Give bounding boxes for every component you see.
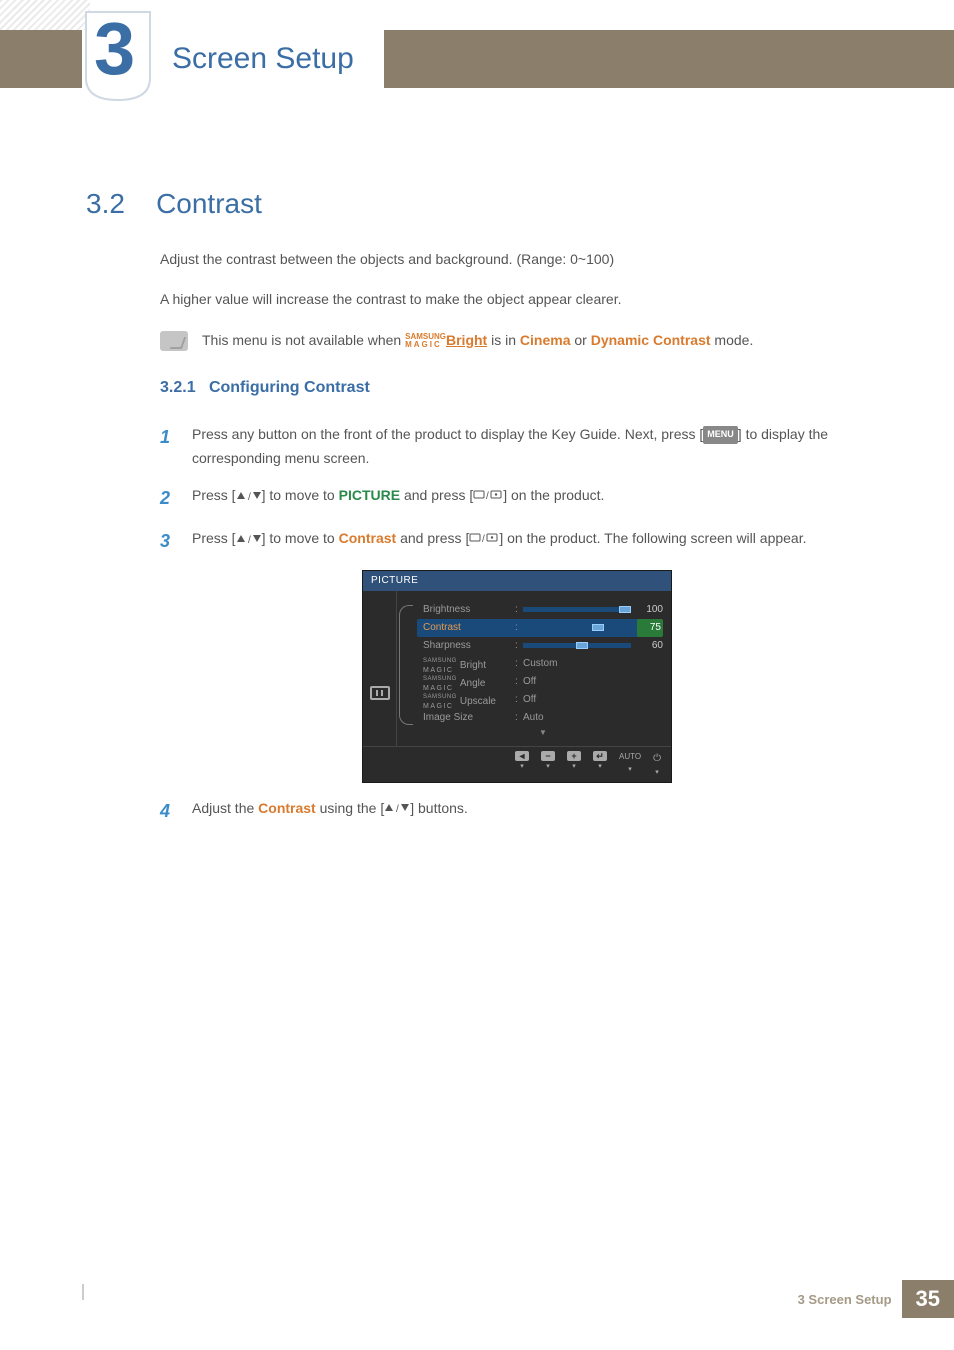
osd-panel: PICTURE Brightness:100Contrast:75Sharpne… (362, 570, 672, 783)
step-1: 1 Press any button on the front of the p… (160, 423, 874, 471)
updown-icon: / (236, 528, 262, 552)
note-text: This menu is not available when SAMSUNG … (202, 329, 753, 351)
subsection-heading: 3.2.1 Configuring Contrast (160, 375, 874, 401)
page-footer: 3 Screen Setup 35 (798, 1280, 954, 1318)
content-area: Adjust the contrast between the objects … (160, 248, 874, 840)
section-number: 3.2 (86, 188, 125, 219)
osd-footer: ◄▾ −▾ +▾ ↵▾ AUTO▾ ⏻▾ (363, 746, 671, 782)
osd-title: PICTURE (363, 571, 671, 591)
step-4: 4 Adjust the Contrast using the [/] butt… (160, 797, 874, 826)
footer-text: 3 Screen Setup (798, 1292, 892, 1307)
osd-footer-btn: ◄▾ (515, 751, 529, 778)
osd-footer-btn: −▾ (541, 751, 555, 778)
osd-footer-btn: ⏻▾ (653, 751, 661, 778)
enter-icon: / (469, 528, 499, 552)
step-3: 3 Press [/] to move to Contrast and pres… (160, 527, 874, 556)
svg-text:/: / (486, 491, 489, 501)
note-prefix: This menu is not available when (202, 332, 405, 348)
steps-list-cont: 4 Adjust the Contrast using the [/] butt… (160, 797, 874, 826)
svg-text:/: / (248, 492, 251, 501)
svg-text:/: / (396, 804, 399, 813)
dynamic-contrast-hl: Dynamic Contrast (591, 332, 711, 348)
updown-icon: / (384, 797, 410, 821)
bright-link[interactable]: Bright (446, 332, 487, 348)
cinema-hl: Cinema (520, 332, 571, 348)
steps-list: 1 Press any button on the front of the p… (160, 423, 874, 556)
osd-icon-column (363, 591, 397, 746)
note-icon (160, 331, 188, 351)
osd-row-upscale: SAMSUNGMAGICUpscale:Off (405, 691, 663, 709)
step-2: 2 Press [/] to move to PICTURE and press… (160, 484, 874, 513)
chapter-title: Screen Setup (172, 42, 354, 76)
osd-row-contrast: Contrast:75 (417, 619, 663, 637)
intro-p2: A higher value will increase the contras… (160, 288, 874, 310)
note-row: This menu is not available when SAMSUNG … (160, 329, 874, 351)
svg-text:/: / (482, 534, 485, 544)
samsung-magic-label: SAMSUNG MAGIC (405, 333, 446, 349)
intro-p1: Adjust the contrast between the objects … (160, 248, 874, 270)
svg-text:/: / (248, 535, 251, 544)
menu-chip: MENU (703, 426, 738, 443)
footer-rule (82, 1284, 84, 1300)
updown-icon: / (236, 485, 262, 509)
section-heading: 3.2 Contrast (86, 188, 262, 220)
footer-page-number: 35 (902, 1280, 954, 1318)
osd-footer-btn: AUTO▾ (619, 751, 641, 778)
osd-row-image-size: Image Size:Auto (405, 709, 663, 727)
osd-rows: Brightness:100Contrast:75Sharpness:60SAM… (397, 591, 671, 746)
picture-category-icon (370, 686, 390, 700)
enter-icon: / (473, 485, 503, 509)
section-title: Contrast (156, 188, 262, 219)
osd-row-brightness: Brightness:100 (405, 601, 663, 619)
osd-footer-btn: ↵▾ (593, 751, 607, 778)
chapter-number: 3 (94, 6, 135, 91)
osd-bracket (399, 605, 413, 725)
osd-footer-btn: +▾ (567, 751, 581, 778)
